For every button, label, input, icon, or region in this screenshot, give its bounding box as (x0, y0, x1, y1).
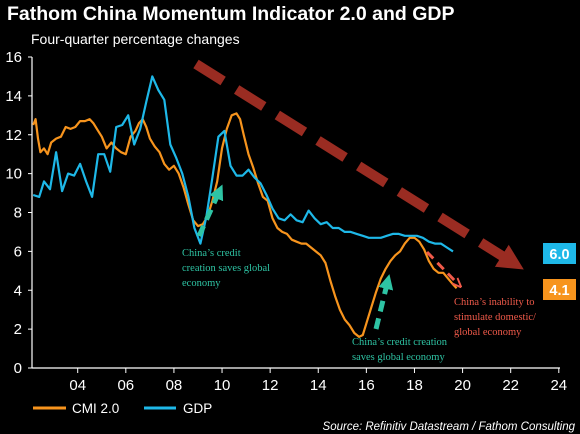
y-axis-ticks: 0 2 4 6 8 10 12 14 16 (5, 49, 32, 377)
annotation-credit-2009: China’s credit creation saves global eco… (182, 248, 273, 289)
x-tick-label: 08 (166, 377, 183, 394)
x-tick-label: 24 (550, 377, 567, 394)
y-tick-label: 10 (5, 166, 22, 183)
trend-arrow (193, 59, 524, 270)
source-note: Source: Refinitiv Datastream / Fathom Co… (323, 421, 576, 433)
y-tick-label: 16 (5, 49, 22, 66)
x-tick-label: 16 (358, 377, 375, 394)
x-tick-label: 18 (406, 377, 423, 394)
x-tick-label: 06 (117, 377, 134, 394)
x-tick-label: 04 (69, 377, 86, 394)
annotation-inability: China’s inability to stimulate domestic/… (454, 297, 539, 338)
y-tick-label: 4 (14, 282, 22, 299)
end-value-badge-gdp (543, 243, 576, 264)
x-tick-label: 10 (214, 377, 231, 394)
series-line-gdp (32, 75, 454, 253)
y-tick-label: 0 (14, 360, 22, 377)
end-value-label-gdp: 6.0 (549, 247, 569, 263)
x-tick-label: 12 (262, 377, 279, 394)
y-tick-label: 12 (5, 127, 22, 144)
credit-arrow-2009 (196, 184, 224, 238)
legend-label-cmi: CMI 2.0 (72, 401, 119, 416)
y-tick-label: 2 (14, 321, 22, 338)
x-tick-label: 14 (310, 377, 327, 394)
end-value-label-cmi: 4.1 (549, 283, 569, 299)
y-tick-label: 6 (14, 243, 22, 260)
x-tick-label: 20 (454, 377, 471, 394)
x-tick-label: 22 (502, 377, 519, 394)
chart-subtitle: Four-quarter percentage changes (31, 31, 240, 47)
x-axis-ticks: 04 06 08 10 12 14 16 18 20 22 24 (69, 368, 567, 394)
annotation-credit-2016: China’s credit creation saves global eco… (352, 337, 450, 363)
y-tick-label: 8 (14, 205, 22, 222)
chart-title: Fathom China Momentum Indicator 2.0 and … (7, 3, 455, 25)
legend: CMI 2.0 GDP (33, 401, 212, 416)
series-line-cmi (32, 112, 458, 338)
inability-arrow (425, 250, 458, 284)
end-value-badge-cmi (543, 279, 576, 300)
legend-label-gdp: GDP (183, 401, 212, 416)
y-tick-label: 14 (5, 88, 22, 105)
credit-arrow-2016 (373, 274, 394, 330)
